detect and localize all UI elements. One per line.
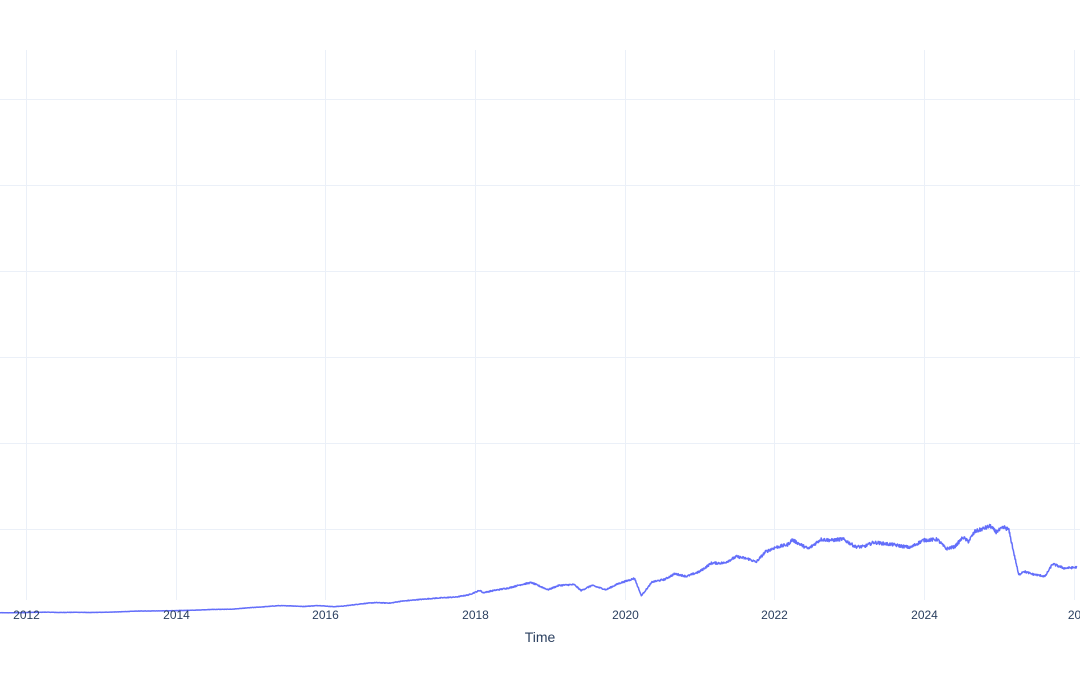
horizontal-gridlines bbox=[0, 99, 1080, 530]
vertical-gridlines bbox=[26, 50, 1075, 600]
series-line bbox=[0, 523, 1078, 614]
x-tick-labels: 2012 2014 2016 2018 2020 2022 2024 20 bbox=[13, 608, 1080, 622]
x-tick-label: 2020 bbox=[612, 608, 639, 622]
x-tick-label: 2022 bbox=[761, 608, 788, 622]
x-tick-label: 2012 bbox=[13, 608, 40, 622]
x-tick-label: 2018 bbox=[462, 608, 489, 622]
x-tick-label: 2016 bbox=[312, 608, 339, 622]
x-axis-title: Time bbox=[525, 629, 556, 645]
series-layer bbox=[0, 523, 1078, 614]
x-tick-label: 20 bbox=[1068, 608, 1080, 622]
x-tick-label: 2024 bbox=[911, 608, 938, 622]
x-tick-label: 2014 bbox=[163, 608, 190, 622]
